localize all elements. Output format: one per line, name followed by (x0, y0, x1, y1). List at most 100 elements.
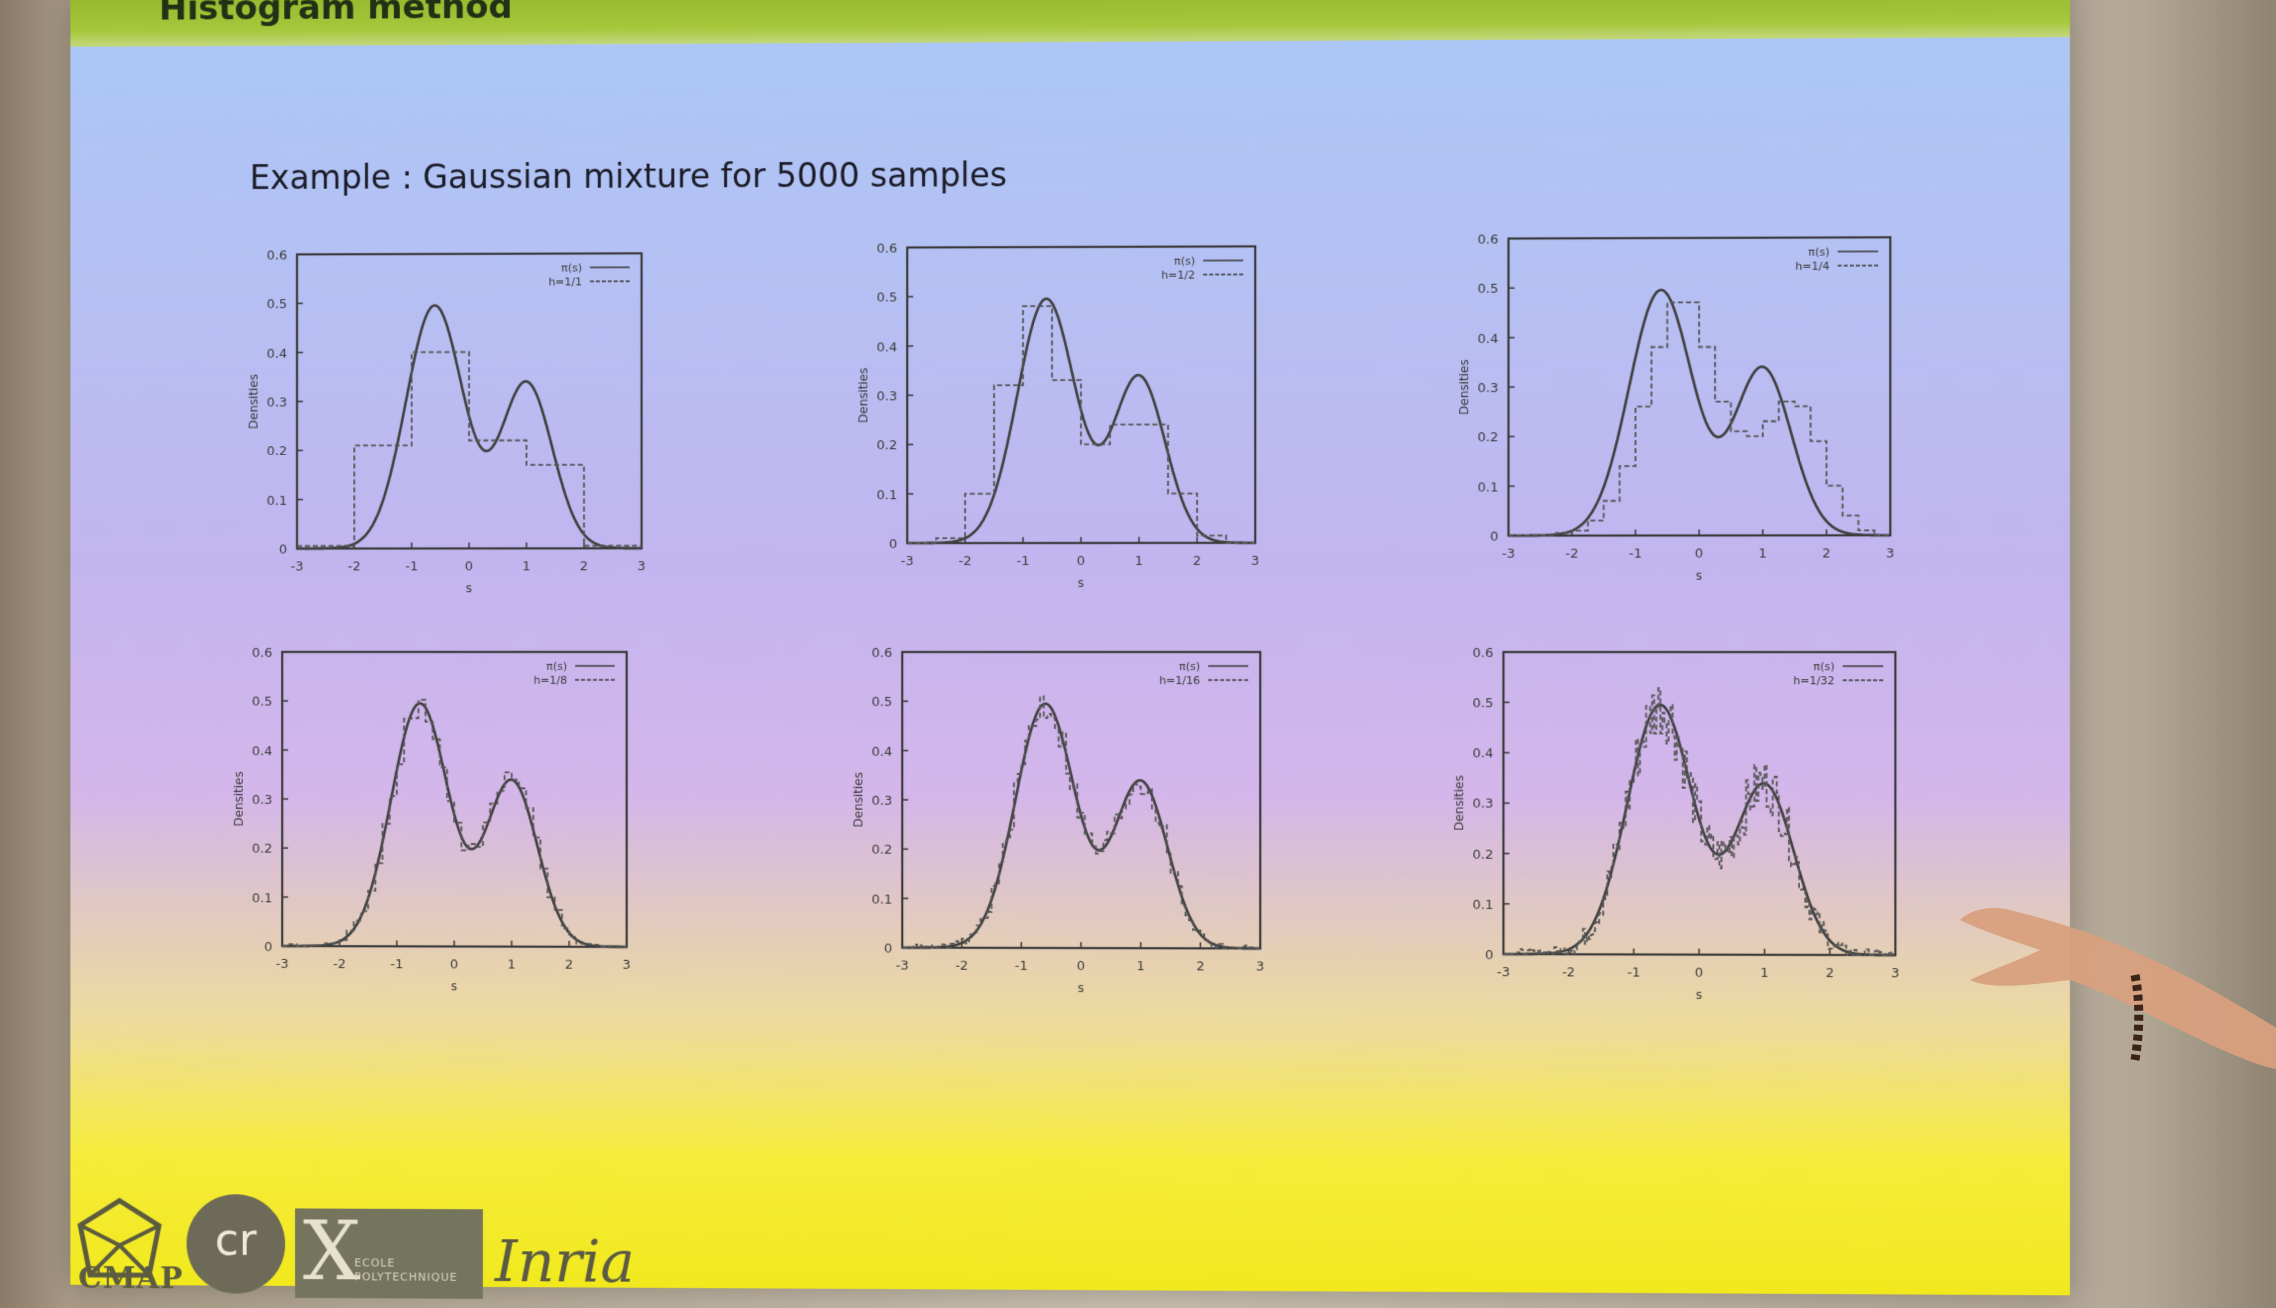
y-tick-label: 0.3 (267, 396, 287, 411)
polytechnique-logo-text: ECOLE POLYTECHNIQUE (354, 1256, 457, 1284)
x-tick-label: 3 (1251, 554, 1259, 569)
y-tick-label: 0.4 (267, 346, 287, 361)
presenter-hand (1930, 880, 2276, 1070)
y-tick-label: 0.2 (872, 843, 893, 858)
y-tick-label: 0.2 (267, 445, 287, 460)
x-axis-label: s (1696, 988, 1702, 1002)
x-tick-label: -3 (901, 554, 914, 569)
y-tick-label: 0.6 (872, 646, 893, 661)
y-axis-label: Densities (1457, 359, 1471, 415)
legend-label: π(s) (1174, 255, 1195, 268)
y-tick-label: 0.1 (267, 494, 287, 509)
y-tick-label: 0.5 (872, 695, 893, 710)
legend-label: π(s) (1813, 660, 1834, 673)
y-axis-label: Densities (1452, 775, 1466, 831)
legend-label: h=1/16 (1159, 674, 1200, 687)
x-tick-label: 2 (1196, 959, 1204, 974)
plot-legend: π(s)h=1/4 (1795, 245, 1878, 272)
y-tick-label: 0.3 (1473, 797, 1494, 812)
plot-legend: π(s)h=1/16 (1159, 660, 1248, 687)
x-tick-label: -2 (1565, 547, 1578, 562)
plot-frame (902, 652, 1260, 949)
y-tick-label: 0.2 (1473, 847, 1494, 862)
x-tick-label: 1 (1760, 966, 1768, 981)
x-tick-label: 2 (1822, 546, 1830, 561)
x-tick-label: -2 (1562, 965, 1575, 980)
cmap-logo-text: CMAP (78, 1261, 183, 1296)
y-tick-label: 0.1 (872, 892, 893, 907)
x-tick-label: 3 (1891, 966, 1899, 981)
y-tick-label: 0.2 (1478, 431, 1499, 446)
x-tick-label: 3 (623, 958, 631, 973)
slide-subtitle: Example : Gaussian mixture for 5000 samp… (250, 155, 1007, 197)
histogram-steps (907, 306, 1255, 543)
plot-legend: π(s)h=1/8 (534, 660, 615, 687)
x-tick-label: -3 (896, 959, 909, 974)
y-tick-label: 0.6 (267, 248, 287, 263)
y-tick-label: 0.4 (252, 744, 272, 759)
density-plot-3: 00.10.20.30.40.50.6-3-2-10123sDensitiesπ… (1448, 225, 1902, 598)
y-tick-label: 0.2 (877, 439, 898, 454)
plot-legend: π(s)h=1/32 (1793, 660, 1883, 687)
x-tick-label: 0 (1077, 959, 1085, 974)
y-tick-label: 0.5 (1478, 282, 1499, 297)
legend-label: h=1/2 (1161, 269, 1195, 282)
plot-frame (1508, 237, 1890, 535)
plot-frame (282, 652, 626, 947)
x-tick-label: 2 (1826, 966, 1834, 981)
x-tick-label: 2 (565, 958, 573, 973)
slide-title: Histogram method (159, 0, 513, 29)
polytechnique-line-2: POLYTECHNIQUE (354, 1270, 457, 1284)
legend-label: π(s) (1808, 246, 1829, 259)
density-plot-1: 00.10.20.30.40.50.6-3-2-10123sDensitiesπ… (238, 241, 654, 610)
x-axis-label: s (451, 979, 457, 993)
y-tick-label: 0.1 (1478, 480, 1499, 495)
density-plot-6: 00.10.20.30.40.50.6-3-2-10123sDensitiesπ… (1443, 640, 1907, 1018)
x-tick-label: 0 (450, 957, 458, 972)
x-tick-label: -2 (333, 957, 346, 972)
histogram-steps (282, 700, 626, 947)
x-tick-label: 2 (1193, 554, 1201, 569)
y-tick-label: 0 (1490, 530, 1498, 545)
y-axis-label: Densities (247, 374, 261, 429)
x-tick-label: -3 (276, 957, 289, 972)
x-tick-label: 1 (522, 559, 530, 574)
x-axis-label: s (1696, 569, 1702, 583)
legend-label: h=1/8 (534, 674, 568, 687)
y-tick-label: 0.4 (872, 744, 893, 759)
x-tick-label: 1 (508, 958, 516, 973)
legend-label: h=1/4 (1795, 260, 1829, 273)
y-axis-label: Densities (856, 368, 870, 423)
y-tick-label: 0.5 (267, 297, 287, 312)
x-tick-label: 0 (465, 559, 473, 574)
x-tick-label: 0 (1077, 554, 1085, 569)
x-tick-label: -1 (405, 559, 418, 574)
legend-label: h=1/1 (548, 275, 582, 288)
y-tick-label: 0 (279, 543, 287, 558)
histogram-steps (1508, 302, 1890, 536)
histogram-steps (902, 696, 1260, 948)
y-tick-label: 0.1 (1473, 898, 1494, 913)
density-curve (902, 704, 1260, 949)
y-tick-label: 0.6 (252, 646, 272, 661)
x-tick-label: -2 (959, 554, 972, 569)
x-tick-label: -1 (390, 957, 403, 972)
x-axis-label: s (1078, 981, 1084, 995)
density-curve (1503, 705, 1895, 955)
y-tick-label: 0.3 (877, 389, 898, 404)
y-tick-label: 0.6 (877, 241, 898, 256)
y-tick-label: 0.5 (252, 695, 272, 710)
y-tick-label: 0.4 (1478, 332, 1499, 347)
x-tick-label: -2 (348, 559, 361, 574)
density-plot-2: 00.10.20.30.40.50.6-3-2-10123sDensitiesπ… (847, 234, 1267, 605)
x-tick-label: -3 (1497, 965, 1510, 980)
y-tick-label: 0 (264, 940, 272, 955)
x-tick-label: 2 (580, 559, 588, 574)
x-tick-label: -1 (1627, 965, 1640, 980)
x-tick-label: 3 (1256, 959, 1264, 974)
x-axis-label: s (466, 581, 472, 595)
y-tick-label: 0.2 (252, 842, 272, 857)
density-plot-4: 00.10.20.30.40.50.6-3-2-10123sDensitiesπ… (223, 640, 639, 1009)
x-tick-label: 1 (1759, 546, 1767, 561)
legend-label: π(s) (561, 261, 582, 274)
